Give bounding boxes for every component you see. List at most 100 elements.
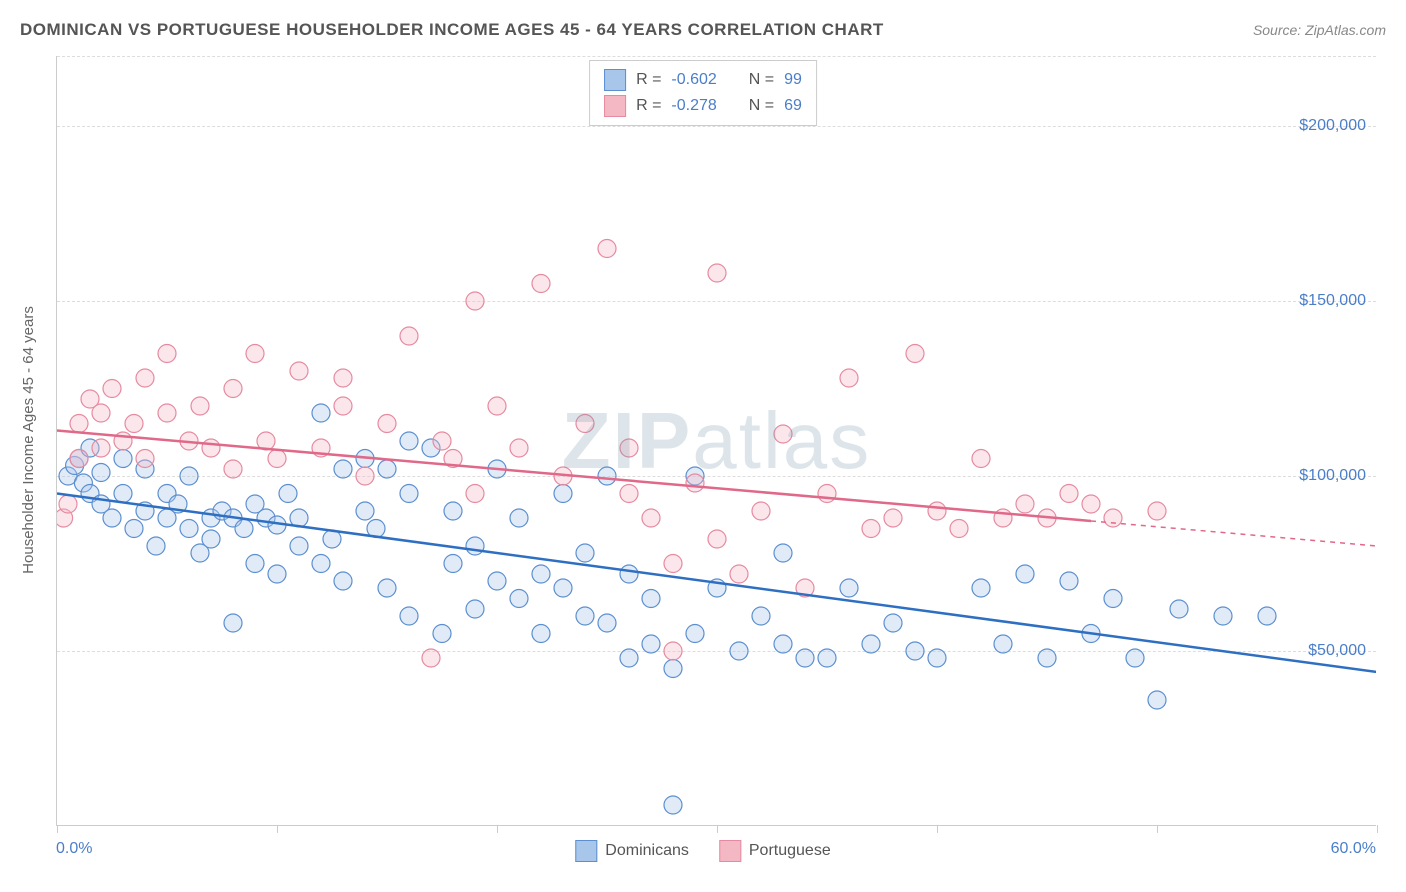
scatter-point xyxy=(235,520,253,538)
x-tick xyxy=(1377,825,1378,833)
scatter-point xyxy=(994,635,1012,653)
x-tick xyxy=(717,825,718,833)
scatter-point xyxy=(862,520,880,538)
scatter-point xyxy=(1060,572,1078,590)
scatter-point xyxy=(444,502,462,520)
scatter-point xyxy=(334,460,352,478)
scatter-point xyxy=(191,397,209,415)
scatter-point xyxy=(620,485,638,503)
scatter-point xyxy=(422,649,440,667)
scatter-point xyxy=(576,415,594,433)
scatter-point xyxy=(356,467,374,485)
scatter-point xyxy=(334,572,352,590)
scatter-point xyxy=(774,635,792,653)
scatter-point xyxy=(796,649,814,667)
scatter-point xyxy=(312,555,330,573)
scatter-point xyxy=(774,425,792,443)
scatter-point xyxy=(1148,502,1166,520)
scatter-point xyxy=(70,450,88,468)
x-tick xyxy=(497,825,498,833)
r-value-dominicans: -0.602 xyxy=(671,71,716,89)
scatter-point xyxy=(554,485,572,503)
scatter-point xyxy=(246,555,264,573)
source-attribution: Source: ZipAtlas.com xyxy=(1253,22,1386,38)
scatter-point xyxy=(950,520,968,538)
scatter-point xyxy=(378,460,396,478)
scatter-point xyxy=(884,509,902,527)
scatter-point xyxy=(158,345,176,363)
scatter-point xyxy=(92,464,110,482)
scatter-point xyxy=(708,530,726,548)
scatter-point xyxy=(114,450,132,468)
scatter-point xyxy=(532,275,550,293)
scatter-point xyxy=(268,565,286,583)
x-max-label: 60.0% xyxy=(1331,840,1376,858)
scatter-point xyxy=(92,439,110,457)
scatter-point xyxy=(620,439,638,457)
scatter-point xyxy=(576,544,594,562)
scatter-point xyxy=(972,450,990,468)
scatter-point xyxy=(598,614,616,632)
scatter-point xyxy=(1214,607,1232,625)
scatter-point xyxy=(620,649,638,667)
scatter-point xyxy=(466,600,484,618)
scatter-point xyxy=(400,432,418,450)
scatter-point xyxy=(928,502,946,520)
chart-title: DOMINICAN VS PORTUGUESE HOUSEHOLDER INCO… xyxy=(20,20,884,40)
r-label: R = xyxy=(636,97,661,115)
trend-line xyxy=(57,494,1376,673)
scatter-point xyxy=(356,502,374,520)
scatter-point xyxy=(180,467,198,485)
scatter-point xyxy=(334,369,352,387)
scatter-point xyxy=(158,404,176,422)
scatter-point xyxy=(664,555,682,573)
scatter-point xyxy=(906,345,924,363)
plot-area: ZIPatlas $50,000$100,000$150,000$200,000 xyxy=(56,56,1376,826)
scatter-point xyxy=(774,544,792,562)
scatter-point xyxy=(598,467,616,485)
scatter-point xyxy=(488,572,506,590)
scatter-point xyxy=(136,450,154,468)
scatter-point xyxy=(334,397,352,415)
scatter-point xyxy=(202,439,220,457)
scatter-point xyxy=(59,495,77,513)
scatter-point xyxy=(972,579,990,597)
scatter-point xyxy=(312,404,330,422)
n-value-portuguese: 69 xyxy=(784,97,802,115)
scatter-point xyxy=(818,485,836,503)
scatter-point xyxy=(246,345,264,363)
scatter-point xyxy=(433,625,451,643)
scatter-point xyxy=(92,404,110,422)
scatter-point xyxy=(840,579,858,597)
scatter-point xyxy=(642,509,660,527)
scatter-point xyxy=(433,432,451,450)
scatter-point xyxy=(642,590,660,608)
scatter-point xyxy=(532,625,550,643)
scatter-point xyxy=(664,796,682,814)
scatter-point xyxy=(378,415,396,433)
scatter-point xyxy=(664,642,682,660)
trend-line-dashed xyxy=(1091,521,1376,546)
trend-line xyxy=(57,431,1091,521)
scatter-point xyxy=(1082,495,1100,513)
scatter-point xyxy=(1016,565,1034,583)
y-axis-title: Householder Income Ages 45 - 64 years xyxy=(20,306,37,574)
scatter-point xyxy=(268,450,286,468)
x-min-label: 0.0% xyxy=(56,840,92,858)
scatter-point xyxy=(664,660,682,678)
scatter-point xyxy=(1038,649,1056,667)
x-tick xyxy=(1157,825,1158,833)
source-name: ZipAtlas.com xyxy=(1305,22,1386,38)
scatter-point xyxy=(928,649,946,667)
scatter-point xyxy=(224,614,242,632)
scatter-point xyxy=(400,327,418,345)
scatter-point xyxy=(686,625,704,643)
scatter-point xyxy=(466,292,484,310)
scatter-point xyxy=(125,520,143,538)
scatter-point xyxy=(708,264,726,282)
n-label: N = xyxy=(749,71,774,89)
scatter-point xyxy=(290,537,308,555)
scatter-point xyxy=(598,240,616,258)
scatter-point xyxy=(466,485,484,503)
x-axis-labels: 0.0% 60.0% xyxy=(56,840,1376,870)
